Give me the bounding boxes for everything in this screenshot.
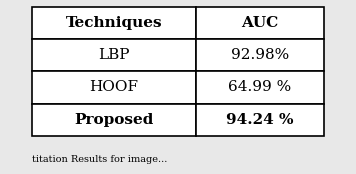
Bar <box>32 7 195 39</box>
Bar <box>32 104 195 136</box>
Bar <box>195 39 324 71</box>
Text: 64.99 %: 64.99 % <box>228 80 291 94</box>
Bar <box>195 7 324 39</box>
Text: LBP: LBP <box>98 48 130 62</box>
Text: AUC: AUC <box>241 16 278 30</box>
Text: HOOF: HOOF <box>89 80 138 94</box>
Bar <box>195 104 324 136</box>
Bar <box>195 71 324 104</box>
Text: Proposed: Proposed <box>74 113 153 127</box>
Text: titation Results for image...: titation Results for image... <box>32 155 167 164</box>
Text: 94.24 %: 94.24 % <box>226 113 293 127</box>
Text: 92.98%: 92.98% <box>231 48 289 62</box>
Text: Techniques: Techniques <box>66 16 162 30</box>
Bar <box>32 71 195 104</box>
Bar <box>32 39 195 71</box>
